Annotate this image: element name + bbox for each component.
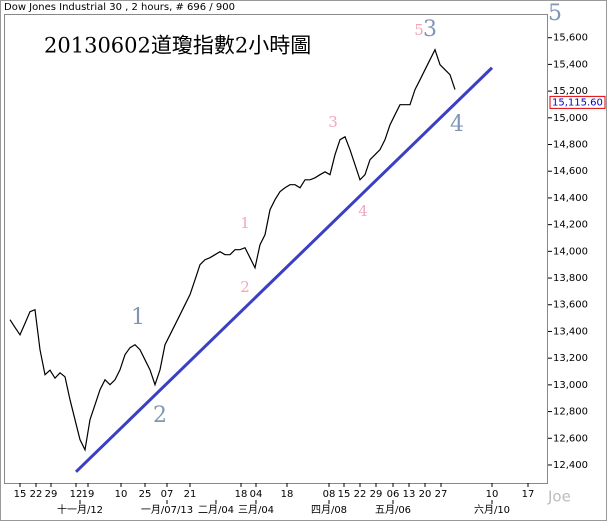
y-tick-label: 14,600 bbox=[553, 166, 588, 177]
x-tick-label: 04 bbox=[250, 489, 263, 500]
wave-label: 1 bbox=[131, 305, 145, 330]
y-tick-label: 13,200 bbox=[553, 353, 588, 364]
y-tick-label: 15,600 bbox=[553, 33, 588, 44]
x-tick-label: 15 bbox=[14, 489, 27, 500]
month-label: 四月/08 bbox=[311, 504, 347, 516]
y-tick-label: 12,400 bbox=[553, 460, 588, 471]
wave-label: 4 bbox=[450, 112, 464, 137]
x-tick-label: 07 bbox=[161, 489, 174, 500]
x-tick-label: 20 bbox=[419, 489, 432, 500]
x-tick-label: 21 bbox=[184, 489, 197, 500]
x-tick-label: 10 bbox=[115, 489, 128, 500]
wave-label: 5 bbox=[414, 21, 424, 39]
plot-border bbox=[4, 14, 548, 484]
x-tick-label: 22 bbox=[30, 489, 43, 500]
x-tick-label: 29 bbox=[45, 489, 58, 500]
month-label: 十一月/12 bbox=[57, 503, 103, 516]
y-tick-label: 13,800 bbox=[553, 273, 588, 284]
y-tick-label: 14,200 bbox=[553, 220, 588, 231]
x-tick-label: 19 bbox=[82, 489, 95, 500]
wave-label: 1 bbox=[240, 214, 250, 232]
x-tick-label: 15 bbox=[338, 489, 351, 500]
y-tick-label: 14,400 bbox=[553, 193, 588, 204]
x-tick-label: 22 bbox=[354, 489, 367, 500]
x-tick-label: 29 bbox=[370, 489, 383, 500]
y-tick-label: 12,600 bbox=[553, 433, 588, 444]
month-label: 二月/04 bbox=[198, 504, 234, 516]
y-tick-label: 13,400 bbox=[553, 326, 588, 337]
y-tick-label: 13,000 bbox=[553, 380, 588, 391]
wave-label: 3 bbox=[423, 17, 437, 42]
x-tick-label: 12 bbox=[70, 489, 83, 500]
price-line bbox=[9, 48, 456, 452]
watermark: Joe bbox=[547, 488, 571, 506]
chart-title: 20130602道瓊指數2小時圖 bbox=[44, 34, 311, 58]
wave-label: 2 bbox=[153, 403, 167, 428]
month-label: 六月/10 bbox=[474, 504, 510, 516]
x-tick-label: 18 bbox=[235, 489, 248, 500]
wave-label: 2 bbox=[240, 278, 250, 296]
y-tick-label: 14,800 bbox=[553, 140, 588, 151]
x-tick-label: 06 bbox=[387, 489, 400, 500]
x-tick-label: 18 bbox=[281, 489, 294, 500]
x-tick-label: 25 bbox=[139, 489, 152, 500]
y-tick-label: 15,400 bbox=[553, 59, 588, 70]
y-tick-label: 15,000 bbox=[553, 113, 588, 124]
y-tick-label: 15,200 bbox=[553, 86, 588, 97]
y-tick-label: 13,600 bbox=[553, 300, 588, 311]
last-price-label: 15,115.60 bbox=[552, 97, 603, 108]
x-tick-label: 08 bbox=[323, 489, 336, 500]
x-tick-label: 27 bbox=[435, 489, 448, 500]
month-label: 五月/06 bbox=[375, 504, 411, 516]
last-price-box bbox=[549, 95, 606, 109]
month-label: 三月/04 bbox=[238, 504, 274, 516]
y-tick-label: 14,000 bbox=[553, 246, 588, 257]
wave-label: 3 bbox=[328, 113, 338, 131]
month-label: 一月/07/13 bbox=[141, 504, 193, 516]
y-tick-label: 12,800 bbox=[553, 407, 588, 418]
x-tick-label: 17 bbox=[522, 489, 535, 500]
header: Dow Jones Industrial 30 , 2 hours, # 696… bbox=[4, 2, 235, 13]
trendline bbox=[74, 66, 494, 473]
wave-label: 5 bbox=[548, 1, 562, 26]
wave-label: 4 bbox=[358, 202, 368, 220]
x-tick-label: 13 bbox=[403, 489, 416, 500]
x-tick-label: 10 bbox=[486, 489, 499, 500]
